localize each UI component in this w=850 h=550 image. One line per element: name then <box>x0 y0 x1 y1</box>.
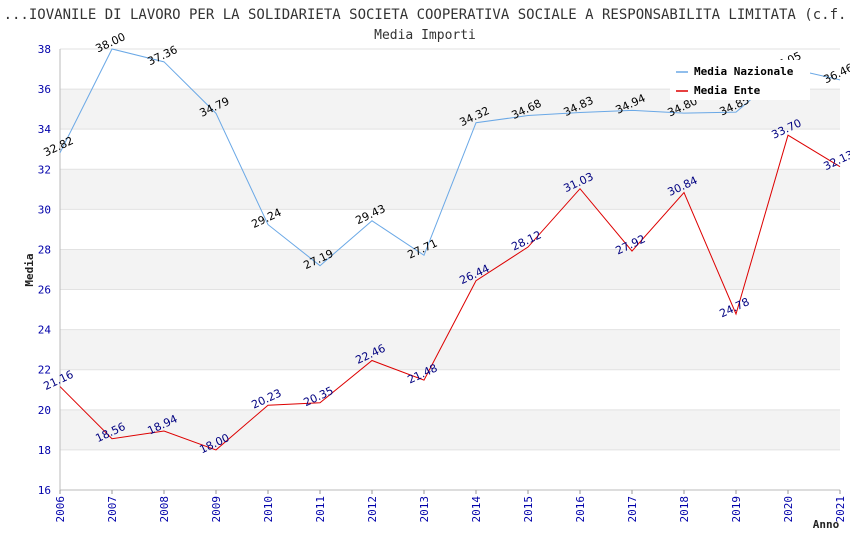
y-tick-label: 32 <box>38 163 51 176</box>
y-tick-label: 24 <box>38 324 52 337</box>
x-tick-label: 2014 <box>470 496 483 523</box>
y-tick-label: 18 <box>38 444 51 457</box>
x-tick-labels: 2006 2007 2008 2009 2010 2011 2012 2013 2014 2015… <box>54 490 847 523</box>
y-tick-label: 36 <box>38 83 51 96</box>
data-label: 36.46 <box>821 61 850 86</box>
data-label: 24.78 <box>717 295 751 320</box>
x-tick-label: 2006 <box>54 496 67 523</box>
x-tick-label: 2015 <box>522 496 535 523</box>
y-tick-label: 30 <box>38 203 51 216</box>
grid-bands <box>60 89 840 450</box>
x-tick-label: 2007 <box>106 496 119 523</box>
series-lines <box>59 48 841 451</box>
grid-band <box>60 249 840 290</box>
x-tick-label: 2008 <box>158 496 171 523</box>
y-axis-label: Media <box>23 253 36 286</box>
x-tick-label: 2020 <box>782 496 795 523</box>
chart-title: ...IOVANILE DI LAVORO PER LA SOLIDARIETA… <box>4 7 847 23</box>
x-axis-label: Anno <box>813 518 840 531</box>
y-tick-label: 16 <box>38 484 51 497</box>
y-tick-label: 22 <box>38 364 51 377</box>
y-tick-label: 34 <box>38 123 52 136</box>
grid-band <box>60 329 840 370</box>
y-tick-label: 26 <box>38 284 51 297</box>
x-tick-label: 2012 <box>366 496 379 523</box>
data-label: 37.36 <box>145 43 179 68</box>
grid-band <box>60 409 840 450</box>
x-tick-label: 2017 <box>626 496 639 523</box>
chart-subtitle: Media Importi <box>374 28 476 43</box>
x-tick-label: 2018 <box>678 496 691 523</box>
series-line-media-nazionale <box>59 48 841 267</box>
y-tick-labels: 16 18 20 22 24 26 28 30 32 34 36 38 <box>38 43 52 497</box>
y-tick-label: 38 <box>38 43 51 56</box>
x-tick-label: 2013 <box>418 496 431 523</box>
x-tick-label: 2019 <box>730 496 743 523</box>
x-tick-label: 2021 <box>834 496 847 523</box>
legend: Media Nazionale Media Ente <box>670 60 810 100</box>
data-label: 20.23 <box>249 386 283 411</box>
y-tick-label: 28 <box>38 243 51 256</box>
series-line-media-ente <box>59 134 841 451</box>
x-tick-label: 2016 <box>574 496 587 523</box>
legend-box <box>670 60 810 100</box>
x-tick-label: 2009 <box>210 496 223 523</box>
data-label: 32.82 <box>41 134 75 159</box>
data-label: 20.35 <box>301 384 335 409</box>
y-tick-label: 20 <box>38 404 51 417</box>
legend-label-media-ente: Media Ente <box>694 84 761 97</box>
x-tick-label: 2010 <box>262 496 275 523</box>
x-tick-label: 2011 <box>314 496 327 523</box>
legend-label-media-nazionale: Media Nazionale <box>694 65 794 78</box>
